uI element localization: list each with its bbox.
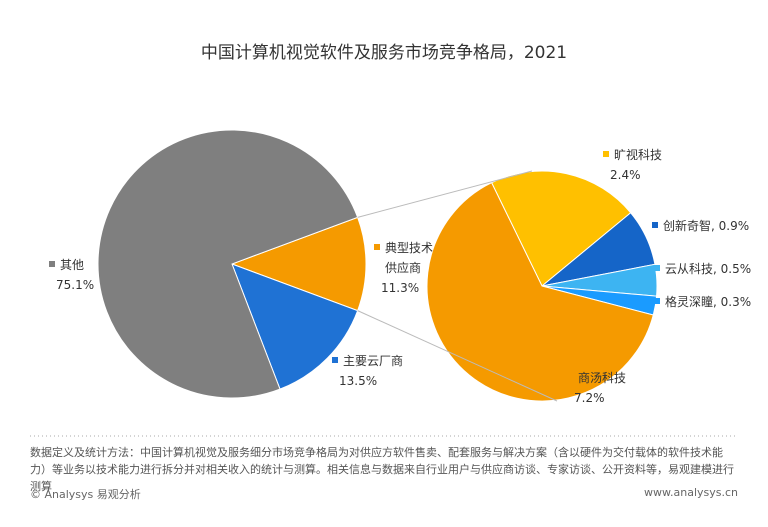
chart-title: 中国计算机视觉软件及服务市场竞争格局，2021 xyxy=(200,43,568,63)
pie-slice xyxy=(97,129,359,399)
label-name: 典型技术供应商 xyxy=(385,241,434,275)
label-value: 7.2% xyxy=(574,391,605,405)
data-label: 创新奇智, 0.9% xyxy=(652,216,750,236)
legend-marker xyxy=(652,222,658,228)
pie-slice xyxy=(230,216,367,312)
connector xyxy=(357,170,533,218)
label-name: 云从科技 xyxy=(665,262,714,276)
footnote: 数据定义及统计方法：中国计算机视觉及服务细分市场竞争格局为对供应方软件售卖、配套… xyxy=(30,446,734,493)
pie-slice xyxy=(231,263,359,390)
label-value: 11.3% xyxy=(381,281,420,295)
label-value: 75.1% xyxy=(56,278,95,292)
legend-marker xyxy=(49,261,55,267)
data-label: 旷视科技 2.4% xyxy=(603,145,663,185)
connector xyxy=(357,310,558,402)
separator: , xyxy=(713,262,721,276)
label-value: 2.4% xyxy=(610,168,641,182)
data-label: 云从科技, 0.5% xyxy=(654,259,752,279)
source: © Analysys 易观分析 xyxy=(30,488,141,501)
pie-slice xyxy=(426,181,654,402)
label-name: 创新奇智 xyxy=(663,219,712,233)
separator: , xyxy=(711,219,719,233)
label-value: 0.3% xyxy=(720,295,752,309)
label-name: 其他 xyxy=(60,258,85,272)
label-name: 旷视科技 xyxy=(614,148,663,162)
separator: , xyxy=(713,295,721,309)
legend-marker xyxy=(332,357,338,363)
legend-marker xyxy=(654,298,660,304)
data-label: 格灵深瞳, 0.3% xyxy=(654,292,752,312)
legend-marker xyxy=(654,265,660,271)
legend-marker xyxy=(567,374,573,380)
label-name: 格灵深瞳 xyxy=(665,295,714,309)
website: www.analysys.cn xyxy=(644,486,738,499)
data-label: 典型技术供应商 11.3% xyxy=(374,238,435,298)
data-label: 主要云厂商 13.5% xyxy=(332,351,404,391)
label-value: 0.5% xyxy=(720,262,752,276)
label-value: 13.5% xyxy=(339,374,378,388)
data-label: 商汤科技 7.2% xyxy=(567,368,627,408)
legend-marker xyxy=(603,151,609,157)
label-value: 0.9% xyxy=(718,219,750,233)
data-label: 其他 75.1% xyxy=(49,255,94,295)
legend-marker xyxy=(374,244,380,250)
label-name: 主要云厂商 xyxy=(343,354,404,368)
label-name: 商汤科技 xyxy=(578,371,627,385)
pie-slice xyxy=(490,170,632,287)
